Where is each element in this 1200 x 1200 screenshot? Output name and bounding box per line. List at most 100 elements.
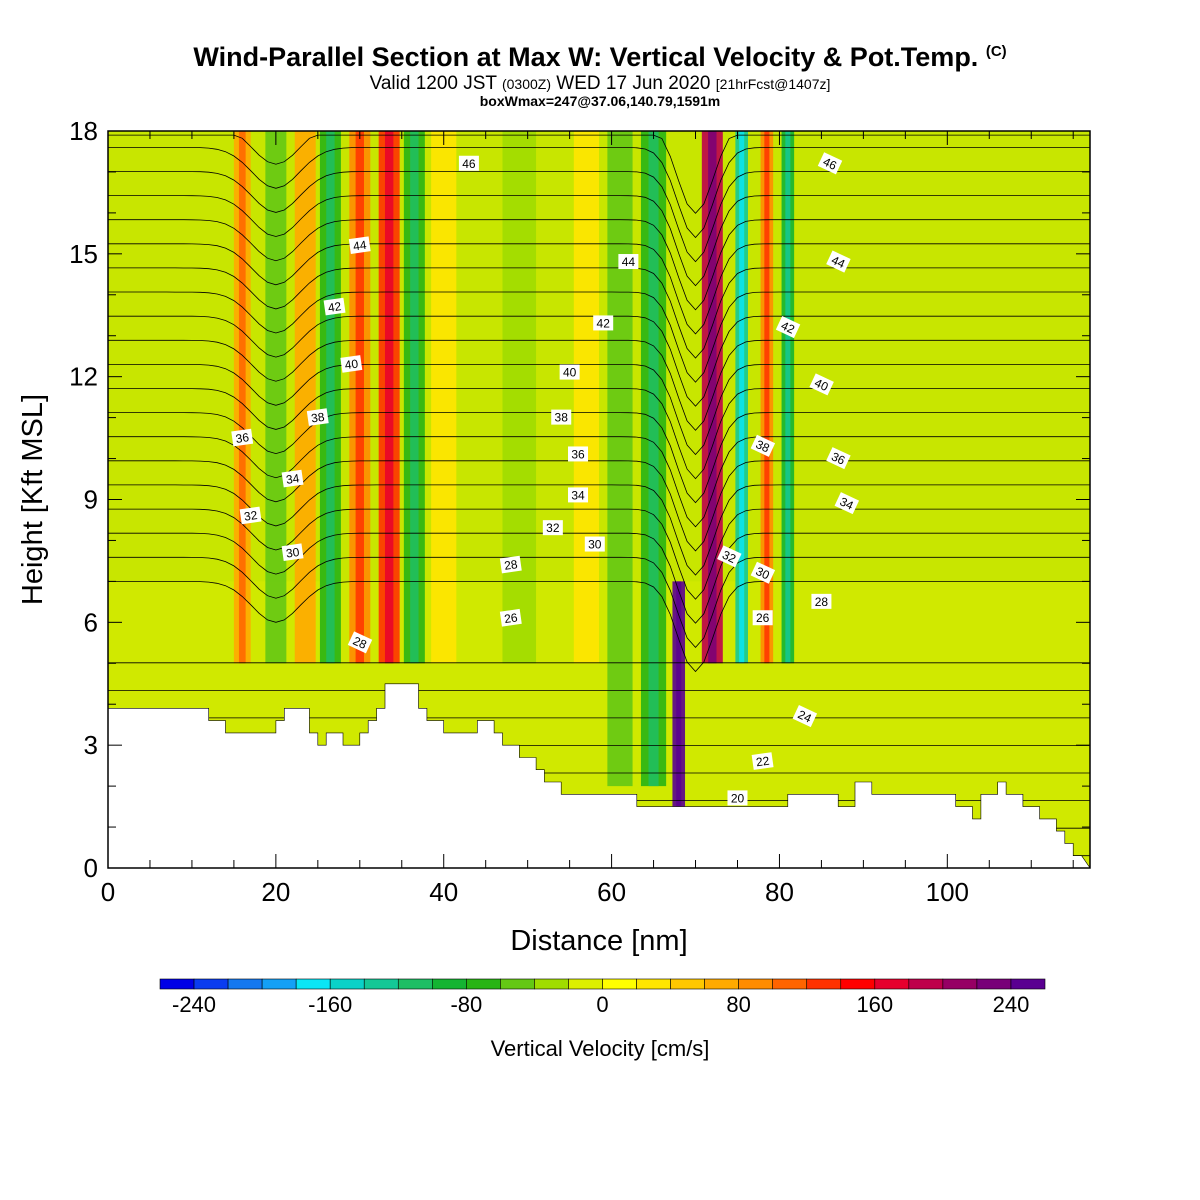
isentrope-40	[108, 291, 1090, 383]
isentrope-42	[108, 243, 1090, 335]
isentrope-label-text: 46	[821, 155, 839, 173]
colorbar-swatch	[432, 978, 467, 990]
x-tick-label: 0	[101, 877, 115, 907]
isentrope-label-28: 28	[347, 631, 373, 654]
isentrope-label-box	[281, 469, 304, 488]
isentrope-label-box	[826, 447, 851, 470]
y-tick-label: 0	[84, 853, 98, 883]
isentrope-label-box	[568, 446, 589, 462]
isentrope-label-text: 26	[503, 610, 518, 626]
x-tick-label: 60	[597, 877, 626, 907]
isentrope-label-box	[568, 487, 589, 503]
isentrope-label-box	[834, 492, 860, 515]
isentrope-label-text: 32	[546, 521, 560, 535]
colorbar-swatch	[534, 978, 569, 990]
isentrope-label-text: 24	[796, 707, 814, 725]
isentrope-37	[108, 364, 1090, 456]
y-tick-label: 12	[69, 362, 98, 392]
colorbar-tick-label: 160	[856, 992, 893, 1017]
isentrope-label-22: 32	[717, 545, 742, 568]
w-band-7	[431, 131, 457, 664]
isentrope-label-box	[775, 316, 801, 339]
isentrope-label-14: 36	[231, 428, 254, 447]
w-band-2	[294, 131, 316, 664]
colorbar-swatch	[976, 978, 1012, 990]
isentrope-46	[108, 147, 1090, 239]
w-core-14	[764, 131, 770, 664]
isentrope-label-box	[323, 297, 346, 316]
colorbar-swatch	[363, 978, 399, 990]
isentrope-label-text: 38	[310, 410, 325, 426]
w-band-1	[265, 131, 287, 664]
isentrope-label-31: 24	[792, 705, 818, 728]
isentrope-38	[108, 339, 1090, 431]
isentrope-label-text: 40	[812, 376, 830, 394]
isentrope-label-text: 36	[829, 449, 847, 467]
colorbar-swatch	[261, 978, 297, 990]
isentrope-label-12: 38	[551, 409, 572, 425]
isentrope-label-text: 44	[829, 253, 847, 271]
isentrope-label-30: 26	[752, 610, 773, 626]
isentrope-label-box	[717, 545, 742, 568]
valid-utc: (0300Z)	[501, 76, 552, 92]
isentrope-label-5: 42	[323, 297, 346, 316]
colorbar-swatch	[738, 978, 773, 990]
isentrope-label-text: 38	[555, 411, 569, 425]
colorbar-swatch	[908, 978, 944, 990]
colorbar-swatch	[227, 978, 263, 990]
colorbar-swatch	[397, 978, 433, 990]
w-core-16	[676, 581, 682, 807]
colorbar-tick-label: 240	[993, 992, 1030, 1017]
isentrope-34	[108, 436, 1090, 528]
colorbar-swatch	[874, 978, 910, 990]
isentrope-label-text: 26	[756, 611, 770, 625]
isentrope-label-text: 38	[754, 437, 772, 455]
isentrope-43	[108, 219, 1090, 311]
x-tick-label: 20	[261, 877, 290, 907]
isentrope-label-13: 38	[750, 434, 776, 457]
isentrope-label-11: 38	[306, 408, 329, 426]
isentrope-label-17: 34	[281, 469, 304, 488]
isentrope-label-23: 30	[281, 543, 304, 562]
isentrope-label-box	[750, 434, 776, 457]
x-tick-label: 100	[926, 877, 969, 907]
isentrope-label-15: 36	[568, 446, 589, 462]
valid-date: WED 17 Jun 2020	[556, 73, 711, 94]
isentrope-label-box	[551, 409, 572, 425]
colorbar-title: Vertical Velocity [cm/s]	[490, 1036, 710, 1061]
w-band-9	[573, 131, 599, 664]
isentrope-label-box	[239, 506, 262, 525]
isentrope-35	[108, 412, 1090, 504]
forecast-info: [21hrFcst@1407z]	[715, 76, 831, 92]
isentrope-label-0: 46	[458, 155, 479, 171]
colorbar-tick-label: 80	[726, 992, 750, 1017]
colorbar-tick-label: 0	[596, 992, 608, 1017]
colorbar-tick-label: -80	[450, 992, 482, 1017]
x-tick-label: 80	[765, 877, 794, 907]
w-core-3	[326, 131, 335, 664]
x-axis-label: Distance [nm]	[510, 925, 687, 957]
isentrope-label-16: 36	[826, 447, 851, 470]
isentrope-label-text: 28	[815, 595, 829, 609]
colorbar-swatch	[806, 978, 842, 990]
isentrope-label-25: 30	[750, 561, 776, 584]
colorbar-swatch	[704, 978, 739, 990]
isentrope-45	[108, 171, 1090, 263]
isentrope-label-text: 34	[838, 494, 856, 512]
colorbar-swatch	[466, 978, 501, 990]
chart-title: Wind-Parallel Section at Max W: Vertical…	[0, 42, 1200, 73]
colorbar-swatch	[295, 978, 331, 990]
isentrope-30	[108, 532, 1090, 624]
isentrope-label-box	[751, 752, 774, 770]
y-tick-label: 18	[69, 116, 98, 146]
isentrope-label-box	[618, 254, 639, 270]
isentrope-label-1: 46	[817, 152, 843, 175]
isentrope-33	[108, 460, 1090, 552]
box-info: boxWmax=247@37.06,140.79,1591m	[479, 93, 721, 109]
colorbar-swatch	[500, 978, 535, 990]
isentrope-label-box	[231, 428, 254, 447]
isentrope-label-text: 32	[720, 548, 738, 566]
isentrope-label-box	[348, 236, 371, 254]
valid-prefix: Valid 1200 JST	[369, 73, 497, 94]
isentrope-label-text: 28	[351, 634, 369, 652]
